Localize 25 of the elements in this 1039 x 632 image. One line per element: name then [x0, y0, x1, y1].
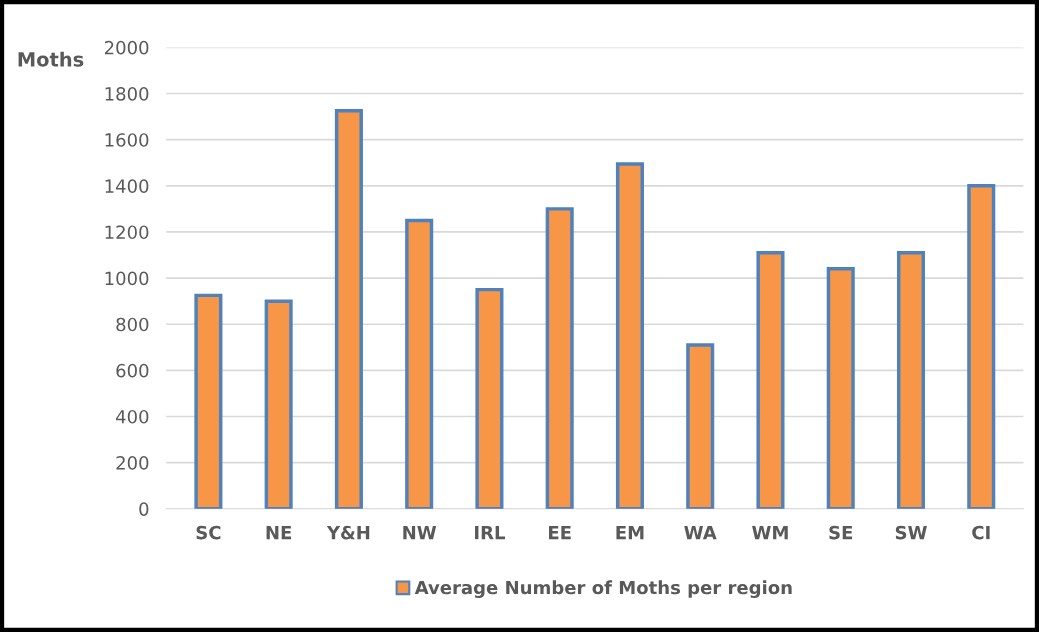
x-tick-label: Y&H	[326, 525, 370, 540]
x-tick-label: SE	[829, 525, 853, 540]
y-tick-label: 800	[116, 317, 149, 332]
y-tick-label: 1400	[105, 179, 149, 193]
x-tick-label: IRL	[475, 525, 506, 540]
x-tick-label: EE	[549, 525, 571, 540]
y-tick-label: 1800	[105, 87, 149, 101]
x-tick-label: WA	[684, 525, 717, 540]
y-tick-label: 2000	[104, 40, 149, 55]
y-axis-title: Moths	[18, 51, 84, 67]
y-tick-label: 1200	[105, 225, 149, 240]
x-tick-label: WM	[752, 525, 788, 540]
x-tick-label: NW	[403, 525, 437, 540]
y-tick-label: 0	[139, 502, 149, 516]
x-tick-label: CI	[972, 525, 990, 540]
y-tick-label: 1600	[105, 133, 149, 147]
x-tick-label: SC	[196, 525, 221, 540]
y-tick-label: 1000	[105, 271, 149, 286]
x-tick-label: SW	[895, 525, 927, 540]
x-tick-label: NE	[266, 525, 292, 540]
y-tick-label: 600	[116, 363, 149, 378]
y-tick-label: 400	[115, 409, 149, 424]
legend-label: Average Number of Moths per region	[414, 580, 792, 598]
y-tick-label: 200	[116, 456, 149, 470]
x-tick-label: EM	[616, 525, 644, 540]
